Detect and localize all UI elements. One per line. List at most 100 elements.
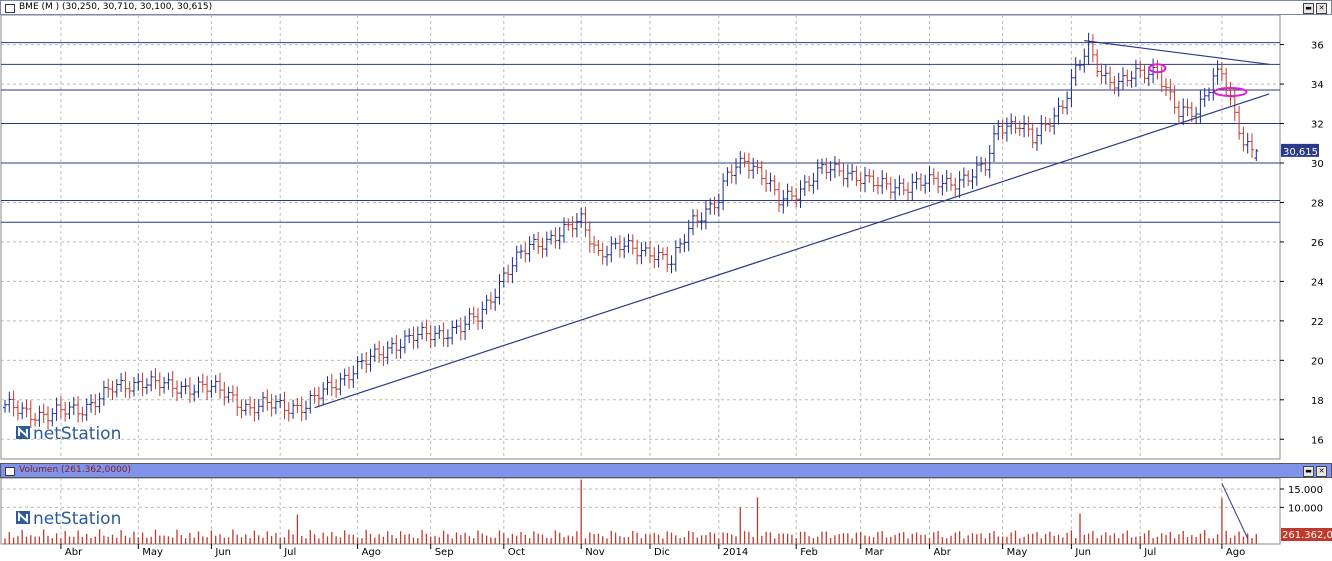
- price-bar: [510, 257, 515, 284]
- price-bar: [205, 375, 210, 400]
- price-tick-label: 18: [1311, 396, 1324, 407]
- netstation-logo: netStation: [16, 424, 121, 444]
- close-button[interactable]: ✕: [1316, 3, 1327, 14]
- price-bar: [1181, 98, 1186, 126]
- price-bar: [170, 371, 175, 398]
- price-bar: [282, 391, 287, 420]
- price-bar: [699, 212, 704, 230]
- price-bar: [1138, 60, 1143, 79]
- time-tick-label: Feb: [800, 547, 818, 558]
- volume-window-icon: [5, 467, 15, 476]
- price-bar: [157, 372, 162, 396]
- price-bar: [1009, 113, 1014, 135]
- price-bar: [691, 209, 695, 236]
- price-bar: [484, 295, 489, 315]
- price-bar: [617, 235, 622, 258]
- volume-panel-title-bar[interactable]: Volumen (261.362,0000) ▬ ✕: [0, 463, 1332, 478]
- price-bar: [402, 330, 407, 354]
- price-bar: [239, 399, 244, 419]
- price-bar: [97, 392, 102, 413]
- price-axis: 16 18 20 22 24 26 28 30 32 34 36: [1280, 41, 1324, 446]
- price-bar: [596, 239, 601, 256]
- price-bar: [949, 172, 953, 191]
- price-bar: [1112, 76, 1117, 95]
- price-bar: [248, 396, 253, 416]
- price-bar: [721, 173, 726, 211]
- chart-window-icon: [5, 4, 15, 13]
- price-bar: [140, 372, 145, 397]
- time-axis: Abr May Jun Jul Ago Sep Oct Nov Dic 2014 Feb Mar Abr…: [60, 544, 1245, 558]
- price-bar: [454, 319, 459, 334]
- price-bar: [888, 176, 893, 200]
- price-bar: [574, 213, 579, 238]
- price-bar: [428, 324, 433, 349]
- price-bar: [531, 233, 536, 251]
- price-bar: [127, 381, 132, 399]
- price-bar: [880, 170, 885, 195]
- price-bar: [273, 395, 278, 415]
- price-bar: [1133, 59, 1138, 88]
- price-tick-label: 24: [1311, 277, 1324, 288]
- price-bar: [802, 175, 807, 197]
- price-bar: [243, 399, 248, 416]
- price-bar: [858, 172, 863, 192]
- price-bar: [635, 239, 640, 265]
- volume-chart[interactable]: 15.000 10.000 Abr May Jun Jul Ago Sep Oct Nov Dic…: [0, 478, 1332, 561]
- price-bar: [11, 390, 16, 417]
- price-bar: [471, 306, 476, 325]
- price-bar: [682, 234, 687, 253]
- price-bar: [119, 372, 124, 393]
- price-bar: [1017, 120, 1022, 136]
- price-bar: [179, 381, 184, 399]
- price-bar: [144, 378, 149, 395]
- time-tick-label: May: [142, 547, 163, 558]
- trend-line: [1084, 40, 1270, 65]
- price-panel-title: BME (M ) (30,250, 30,710, 30,100, 30,615…: [19, 2, 213, 12]
- volume-trend-line: [1221, 483, 1249, 539]
- price-panel-title-bar[interactable]: BME (M ) (30,250, 30,710, 30,100, 30,615…: [0, 0, 1332, 15]
- price-bar: [347, 366, 351, 389]
- price-bar: [1035, 127, 1039, 151]
- price-bar: [992, 125, 996, 162]
- volume-close-button[interactable]: ✕: [1316, 466, 1327, 477]
- price-tick-label: 30: [1311, 159, 1324, 170]
- price-bar: [1056, 97, 1061, 125]
- price-bar: [291, 399, 296, 419]
- price-bar: [583, 206, 588, 237]
- price-bar: [863, 166, 867, 193]
- minimize-button[interactable]: ▬: [1303, 3, 1314, 14]
- price-bar: [187, 377, 192, 404]
- price-bar: [927, 166, 932, 192]
- price-bar: [549, 230, 554, 245]
- price-bar: [824, 157, 829, 180]
- price-bar: [312, 387, 317, 404]
- price-bar: [785, 183, 790, 207]
- price-bar: [1219, 61, 1224, 82]
- price-bar: [20, 402, 25, 420]
- price-bar: [807, 175, 812, 192]
- volume-minimize-button[interactable]: ▬: [1303, 466, 1314, 477]
- price-bar: [1215, 60, 1220, 85]
- volume-axis: 15.000 10.000: [1280, 485, 1323, 514]
- price-bar: [433, 325, 437, 347]
- time-tick-label: Nov: [585, 547, 605, 558]
- price-bar: [218, 372, 222, 399]
- price-bar: [304, 400, 308, 421]
- price-bar: [110, 380, 115, 401]
- netstation-logo-text: netStation: [33, 424, 121, 444]
- price-bar: [527, 236, 532, 262]
- price-bar: [936, 171, 941, 194]
- price-bar: [957, 171, 962, 198]
- price-bar: [84, 398, 89, 421]
- price-bar: [488, 292, 493, 310]
- price-chart[interactable]: 16 18 20 22 24 26 28 30 32 34 36 30,615 netStation: [0, 15, 1332, 460]
- price-bar: [940, 174, 945, 196]
- price-bar: [1189, 102, 1194, 123]
- price-bar: [321, 382, 326, 406]
- price-bar: [54, 397, 59, 421]
- time-tick-label: Sep: [435, 547, 454, 558]
- price-bar: [46, 406, 50, 430]
- price-bar: [1224, 67, 1229, 97]
- price-bar: [355, 356, 360, 380]
- price-tick-label: 28: [1311, 198, 1324, 209]
